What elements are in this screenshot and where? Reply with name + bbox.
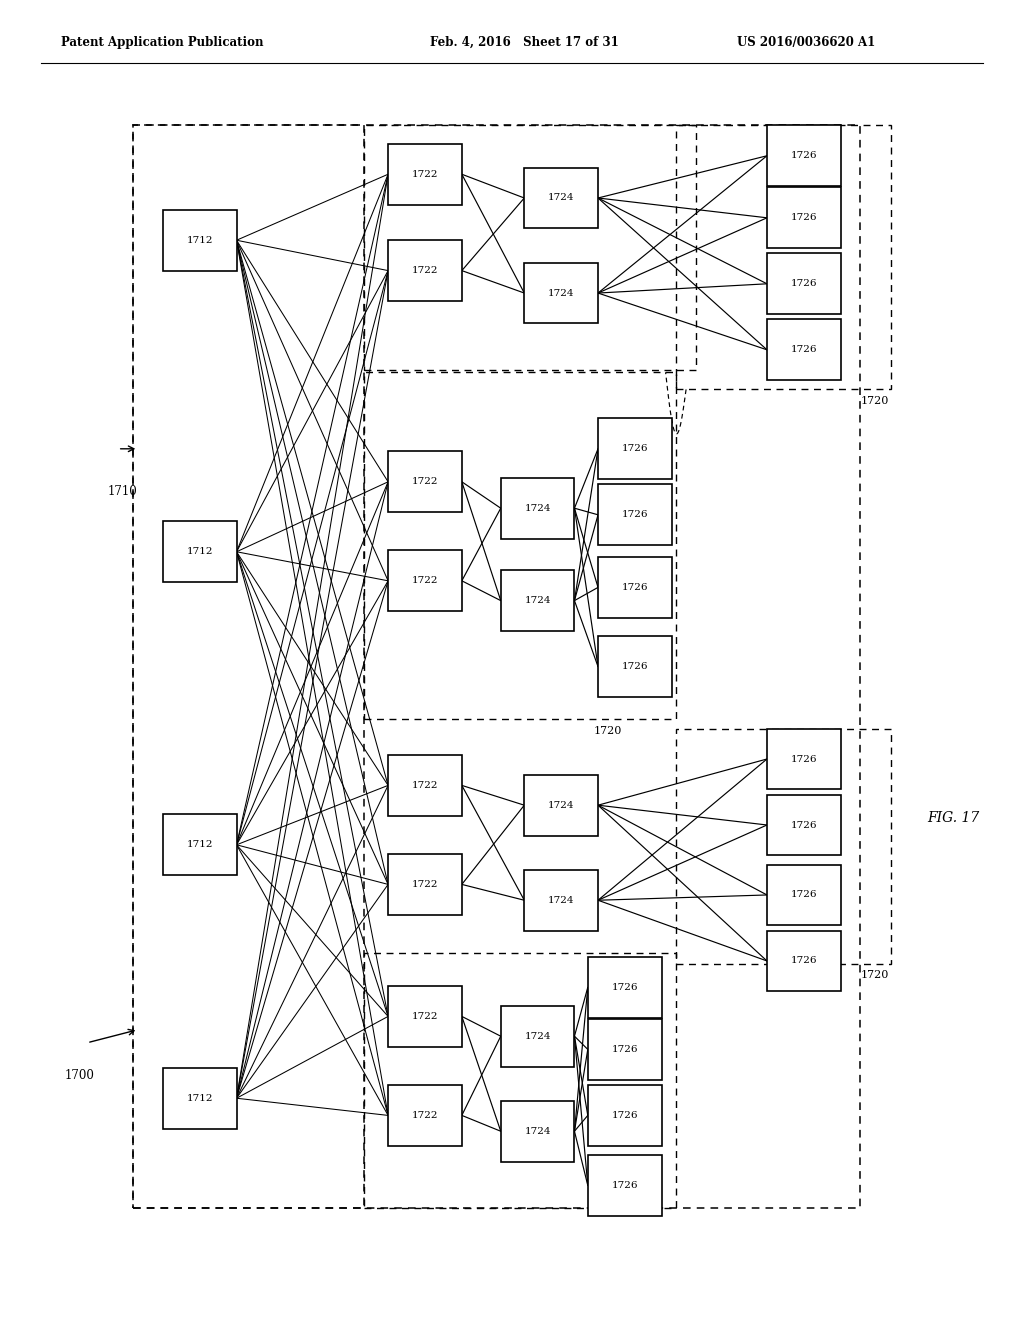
Bar <box>163 210 237 271</box>
Text: 1724: 1724 <box>524 597 551 605</box>
Bar <box>588 1019 662 1080</box>
Bar <box>133 125 364 1208</box>
Text: 1722: 1722 <box>412 781 438 789</box>
Bar <box>588 957 662 1018</box>
Bar <box>598 484 672 545</box>
Bar <box>133 125 860 1208</box>
Text: 1726: 1726 <box>791 821 817 829</box>
Bar <box>767 125 841 186</box>
Bar <box>588 1085 662 1146</box>
Text: 1726: 1726 <box>791 214 817 222</box>
Bar <box>767 931 841 991</box>
Text: 1722: 1722 <box>412 1012 438 1020</box>
Text: 1726: 1726 <box>622 583 648 591</box>
Text: 1720: 1720 <box>860 970 889 981</box>
Text: 1724: 1724 <box>548 289 574 297</box>
Bar <box>388 1085 462 1146</box>
Bar <box>388 451 462 512</box>
Text: 1722: 1722 <box>412 577 438 585</box>
Text: 1712: 1712 <box>186 841 213 849</box>
Text: 1712: 1712 <box>186 548 213 556</box>
Bar <box>163 814 237 875</box>
Bar <box>767 253 841 314</box>
Text: 1726: 1726 <box>622 663 648 671</box>
Bar <box>388 144 462 205</box>
Bar <box>767 865 841 925</box>
Text: 1726: 1726 <box>622 445 648 453</box>
Text: US 2016/0036620 A1: US 2016/0036620 A1 <box>737 36 876 49</box>
Bar <box>767 319 841 380</box>
Text: 1722: 1722 <box>412 880 438 888</box>
Text: 1726: 1726 <box>611 1181 638 1189</box>
Text: 1726: 1726 <box>791 152 817 160</box>
Bar <box>388 550 462 611</box>
Bar <box>388 986 462 1047</box>
Bar <box>767 187 841 248</box>
Text: 1724: 1724 <box>548 194 574 202</box>
Bar <box>524 870 598 931</box>
Text: Patent Application Publication: Patent Application Publication <box>61 36 264 49</box>
Text: 1724: 1724 <box>548 896 574 904</box>
Text: 1712: 1712 <box>186 1094 213 1102</box>
Bar <box>388 854 462 915</box>
Text: 1724: 1724 <box>524 504 551 512</box>
Text: 1724: 1724 <box>548 801 574 809</box>
Bar <box>163 1068 237 1129</box>
Text: 1720: 1720 <box>860 396 889 407</box>
Text: 1726: 1726 <box>791 346 817 354</box>
Text: 1722: 1722 <box>412 170 438 178</box>
Bar <box>676 125 891 389</box>
Text: 1710: 1710 <box>108 484 138 498</box>
Bar <box>501 478 574 539</box>
Text: 1720: 1720 <box>589 1208 617 1218</box>
Bar <box>388 240 462 301</box>
Text: FIG. 17: FIG. 17 <box>927 812 979 825</box>
Text: 1700: 1700 <box>65 1069 95 1082</box>
Text: 1712: 1712 <box>186 236 213 244</box>
Text: 1724: 1724 <box>524 1127 551 1135</box>
Text: 1722: 1722 <box>412 267 438 275</box>
Text: 1720: 1720 <box>594 726 623 737</box>
Bar <box>524 775 598 836</box>
Bar <box>598 418 672 479</box>
Text: 1726: 1726 <box>611 1111 638 1119</box>
Bar <box>388 755 462 816</box>
Bar <box>767 795 841 855</box>
Text: 1722: 1722 <box>412 1111 438 1119</box>
Text: 1726: 1726 <box>622 511 648 519</box>
Text: 1726: 1726 <box>791 891 817 899</box>
Bar <box>501 570 574 631</box>
Bar <box>767 729 841 789</box>
Bar <box>588 1155 662 1216</box>
Text: 1726: 1726 <box>611 983 638 991</box>
Text: Feb. 4, 2016   Sheet 17 of 31: Feb. 4, 2016 Sheet 17 of 31 <box>430 36 618 49</box>
Bar <box>364 953 676 1208</box>
Bar <box>524 168 598 228</box>
Text: 1726: 1726 <box>611 1045 638 1053</box>
Text: 1726: 1726 <box>791 755 817 763</box>
Bar <box>364 372 676 719</box>
Bar <box>163 521 237 582</box>
Bar <box>676 729 891 964</box>
Text: 1722: 1722 <box>412 478 438 486</box>
Text: 1726: 1726 <box>791 957 817 965</box>
Bar <box>501 1006 574 1067</box>
Bar <box>524 263 598 323</box>
Text: 1724: 1724 <box>524 1032 551 1040</box>
Bar <box>364 125 696 370</box>
Bar <box>598 636 672 697</box>
Bar <box>501 1101 574 1162</box>
Text: 1726: 1726 <box>791 280 817 288</box>
Bar <box>598 557 672 618</box>
